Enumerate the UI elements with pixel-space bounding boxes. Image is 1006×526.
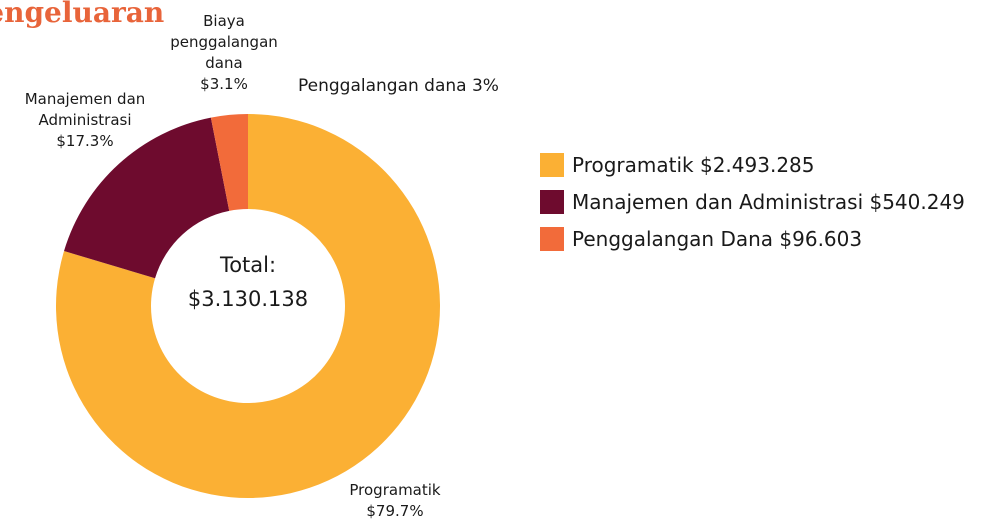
legend-swatch bbox=[540, 189, 564, 214]
slice-label: Manajemen dan Administrasi $17.3% bbox=[5, 89, 165, 152]
legend-label: Manajemen dan Administrasi $540.249 bbox=[572, 189, 965, 214]
slice-value-label: $79.7% bbox=[366, 502, 424, 520]
legend: Programatik $2.493.285 Manajemen dan Admi… bbox=[540, 146, 965, 257]
slice-name: Biaya penggalangan dana bbox=[170, 12, 278, 72]
center-label: Total: $3.130.138 bbox=[148, 248, 348, 316]
chart bbox=[56, 114, 441, 499]
slice-label: Biaya penggalangan dana $3.1% bbox=[154, 11, 294, 95]
annotation: Penggalangan dana 3% bbox=[298, 76, 499, 96]
slice-label: Programatik $79.7% bbox=[320, 480, 470, 522]
legend-swatch bbox=[540, 226, 564, 251]
legend-item: Manajemen dan Administrasi $540.249 bbox=[540, 183, 965, 220]
center-label-line: Total: bbox=[219, 253, 277, 277]
legend-label: Penggalangan Dana $96.603 bbox=[572, 226, 863, 251]
slice-value-label: $17.3% bbox=[56, 132, 114, 150]
slice bbox=[56, 114, 441, 499]
slice bbox=[64, 117, 230, 279]
center-label-line: $3.130.138 bbox=[187, 287, 309, 311]
chart-title: Pengeluaran bbox=[0, 0, 165, 29]
legend-swatch bbox=[540, 152, 564, 177]
legend-item: Programatik $2.493.285 bbox=[540, 146, 965, 183]
legend-item: Penggalangan Dana $96.603 bbox=[540, 220, 965, 257]
slice-name: Manajemen dan Administrasi bbox=[24, 90, 146, 129]
legend-label: Programatik $2.493.285 bbox=[572, 152, 815, 177]
slice-value-label: $3.1% bbox=[200, 75, 248, 93]
slice bbox=[210, 114, 248, 211]
slice-name: Programatik bbox=[349, 481, 441, 499]
